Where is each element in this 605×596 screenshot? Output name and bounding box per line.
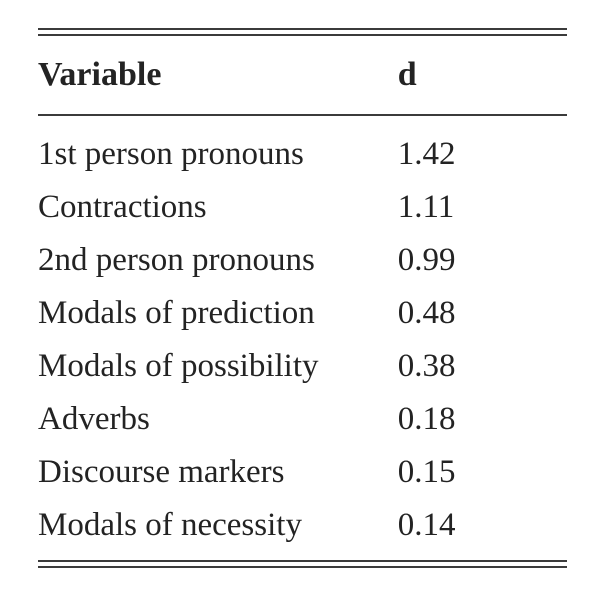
cell-d: 0.14 [398,499,567,561]
table-row: Discourse markers 0.15 [38,446,567,499]
table-row: 2nd person pronouns 0.99 [38,234,567,287]
cell-variable: Modals of possibility [38,340,398,393]
cell-d: 0.15 [398,446,567,499]
table: Variable d 1st person pronouns 1.42 Cont… [38,28,567,562]
col-header-d: d [398,35,567,115]
cell-d: 0.38 [398,340,567,393]
cell-variable: Modals of prediction [38,287,398,340]
cell-d: 0.48 [398,287,567,340]
table-row: 1st person pronouns 1.42 [38,115,567,181]
table-row: Modals of prediction 0.48 [38,287,567,340]
bottom-double-rule [38,562,567,568]
cell-variable: Discourse markers [38,446,398,499]
table-row: Modals of possibility 0.38 [38,340,567,393]
cell-d: 1.42 [398,115,567,181]
col-header-variable: Variable [38,35,398,115]
effect-size-table: Variable d 1st person pronouns 1.42 Cont… [0,0,605,596]
cell-variable: 1st person pronouns [38,115,398,181]
cell-d: 0.18 [398,393,567,446]
table-row: Adverbs 0.18 [38,393,567,446]
table-row: Modals of necessity 0.14 [38,499,567,561]
cell-variable: Modals of necessity [38,499,398,561]
table-row: Contractions 1.11 [38,181,567,234]
cell-variable: 2nd person pronouns [38,234,398,287]
cell-d: 1.11 [398,181,567,234]
cell-d: 0.99 [398,234,567,287]
cell-variable: Contractions [38,181,398,234]
cell-variable: Adverbs [38,393,398,446]
